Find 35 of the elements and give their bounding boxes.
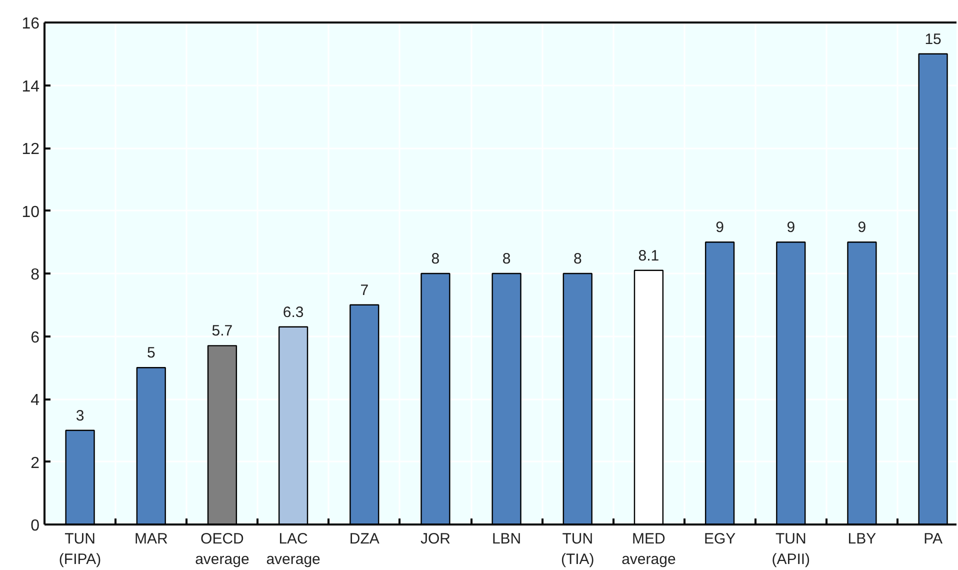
data-label: 8 bbox=[431, 250, 440, 268]
x-tick-label: EGY bbox=[704, 530, 736, 548]
x-tick-label: LBN bbox=[492, 530, 522, 548]
x-tick-label: MED average bbox=[622, 530, 676, 568]
x-tick-label: MAR bbox=[134, 530, 168, 548]
data-label: 9 bbox=[716, 219, 724, 236]
data-label: 9 bbox=[858, 219, 866, 236]
x-tick-label: TUN (APII) bbox=[772, 530, 810, 568]
y-tick-label: 12 bbox=[22, 141, 40, 158]
data-label: 5.7 bbox=[212, 322, 233, 340]
y-tick-label: 6 bbox=[30, 329, 40, 346]
x-tick-label: JOR bbox=[420, 530, 451, 548]
x-tick-label: PA bbox=[924, 530, 942, 548]
y-tick-label: 16 bbox=[22, 16, 40, 32]
x-tick-label: DZA bbox=[349, 530, 380, 548]
data-label: 8 bbox=[502, 250, 511, 268]
x-tick-label: TUN (FIPA) bbox=[58, 530, 102, 568]
data-label: 5 bbox=[146, 344, 156, 362]
x-tick-label: TUN (TIA) bbox=[560, 530, 594, 568]
data-label: 8.1 bbox=[638, 247, 660, 264]
x-tick-label: LAC average bbox=[266, 530, 320, 568]
y-tick-label: 2 bbox=[30, 454, 40, 472]
y-tick-label: 8 bbox=[30, 266, 40, 284]
x-tick-label: OECD average bbox=[195, 530, 250, 568]
data-label: 9 bbox=[786, 219, 796, 236]
data-label: 8 bbox=[573, 250, 582, 268]
y-tick-label: 0 bbox=[30, 518, 40, 534]
y-tick-label: 10 bbox=[22, 204, 40, 221]
data-label: 3 bbox=[76, 407, 84, 424]
y-tick-label: 4 bbox=[30, 392, 40, 409]
data-label: 6.3 bbox=[282, 304, 304, 321]
data-label: 15 bbox=[924, 30, 942, 48]
x-tick-label: LBY bbox=[848, 530, 876, 548]
y-tick-label: 14 bbox=[22, 78, 40, 96]
data-label: 7 bbox=[360, 282, 369, 299]
